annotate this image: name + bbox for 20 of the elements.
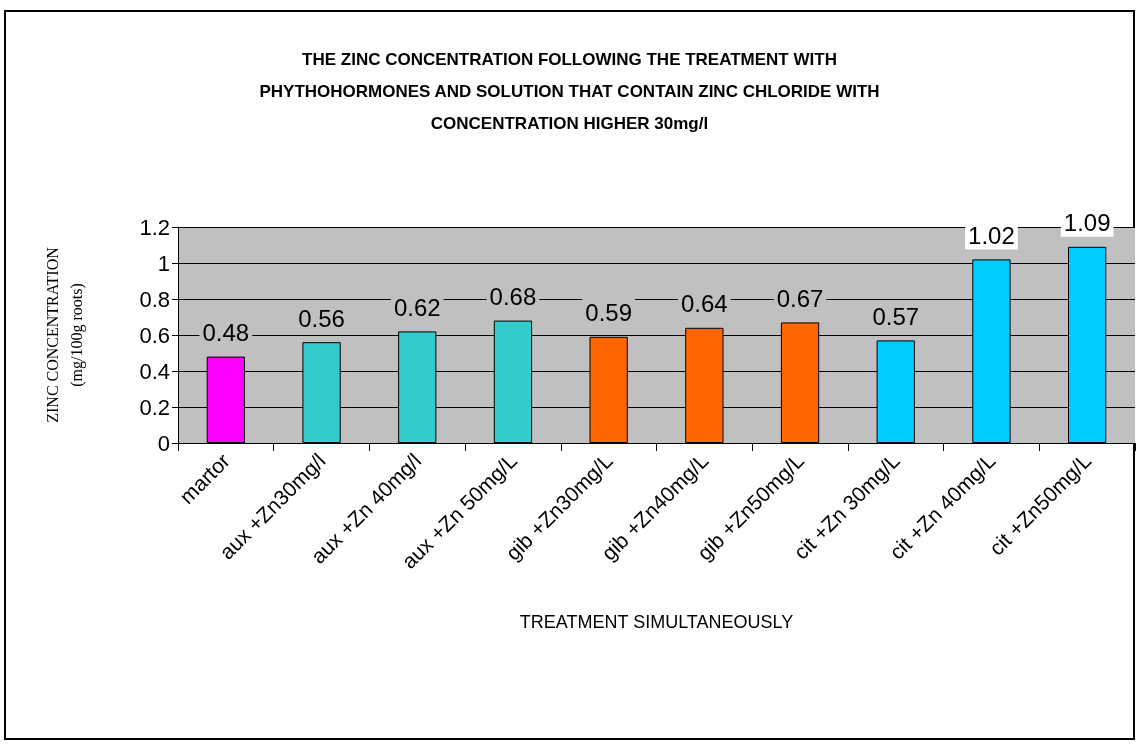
y-tick-label: 0 [157,430,170,456]
data-label: 0.48 [202,319,250,347]
data-label: 0.67 [776,284,824,312]
y-tick-label: 0.6 [139,322,170,348]
data-label: 1.02 [968,221,1015,249]
data-label: 0.62 [393,293,441,321]
data-label: 1.09 [1063,209,1111,237]
y-axis-title: ZINC CONCENTRATION (mg/100g roots) [43,246,86,423]
y-tick-label: 1 [157,250,170,276]
data-label: 0.56 [298,304,345,332]
chart-title: THE ZINC CONCENTRATION FOLLOWING THE TREATMENT WITH PHYTHOHORMONES AND SOLUTION THAT CONTAIN ZINC CHLORIDE WITH CONCENTRATION HIGHER 30mg/l [259,49,880,133]
data-label: 0.57 [872,302,920,330]
data-label: 0.64 [680,290,728,318]
data-label: 0.59 [585,299,633,327]
y-tick-label: 1.2 [139,214,170,240]
y-tick-label: 0.8 [139,286,170,312]
y-tick-label: 0.4 [139,358,170,384]
y-tick-label: 0.2 [139,394,170,420]
data-label: 0.68 [489,283,537,311]
x-axis-title: TREATMENT SIMULTANEOUSLY [519,612,794,632]
